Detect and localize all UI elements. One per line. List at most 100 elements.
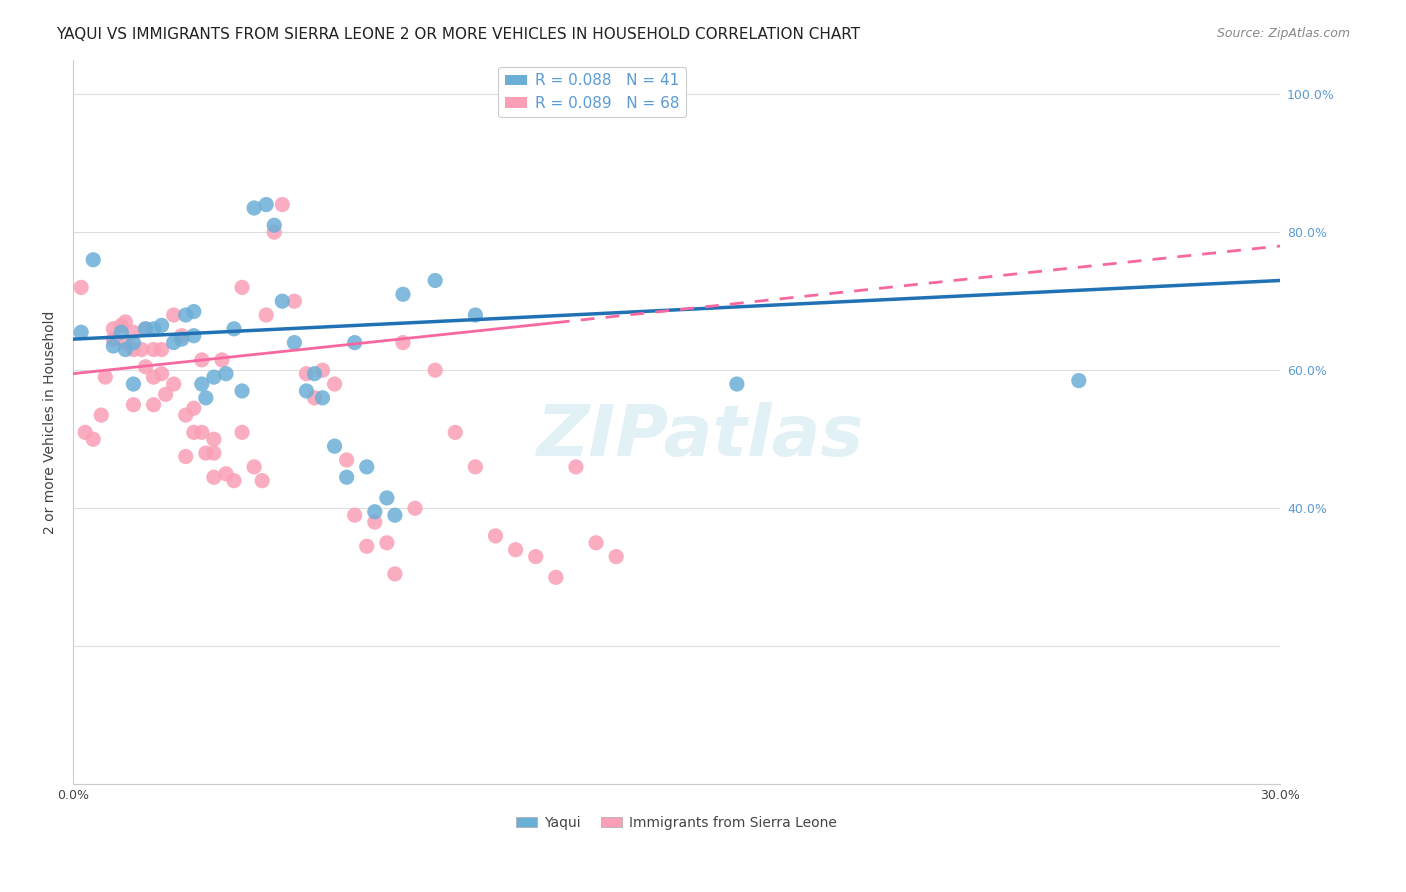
Point: [110, 318, 132, 333]
Point: [103, 339, 125, 353]
Point: [174, 408, 197, 422]
Point: [304, 367, 326, 381]
Point: [605, 549, 627, 564]
Point: [222, 474, 245, 488]
Point: [222, 322, 245, 336]
Point: [336, 453, 359, 467]
Point: [423, 363, 446, 377]
Point: [215, 367, 238, 381]
Point: [191, 352, 214, 367]
Point: [114, 315, 136, 329]
Point: [75, 425, 97, 440]
Point: [323, 439, 346, 453]
Point: [170, 328, 193, 343]
Point: [163, 377, 186, 392]
Point: [103, 332, 125, 346]
Point: [122, 335, 145, 350]
Point: [271, 294, 294, 309]
Point: [183, 401, 205, 416]
Point: [103, 322, 125, 336]
Point: [484, 529, 506, 543]
Point: [82, 252, 104, 267]
Point: [202, 470, 225, 484]
Point: [142, 322, 165, 336]
Point: [122, 398, 145, 412]
Point: [283, 294, 305, 309]
Point: [304, 391, 326, 405]
Point: [70, 325, 93, 339]
Point: [231, 280, 253, 294]
Point: [1067, 374, 1090, 388]
Point: [194, 391, 217, 405]
Text: Source: ZipAtlas.com: Source: ZipAtlas.com: [1216, 27, 1350, 40]
Point: [254, 197, 277, 211]
Point: [343, 335, 366, 350]
Point: [215, 467, 238, 481]
Point: [464, 459, 486, 474]
Point: [231, 425, 253, 440]
Point: [375, 536, 398, 550]
Point: [585, 536, 607, 550]
Point: [423, 273, 446, 287]
Point: [243, 459, 266, 474]
Point: [90, 408, 112, 422]
Point: [336, 470, 359, 484]
Point: [375, 491, 398, 505]
Point: [134, 322, 156, 336]
Text: YAQUI VS IMMIGRANTS FROM SIERRA LEONE 2 OR MORE VEHICLES IN HOUSEHOLD CORRELATIO: YAQUI VS IMMIGRANTS FROM SIERRA LEONE 2 …: [56, 27, 860, 42]
Point: [191, 377, 214, 392]
Point: [134, 322, 156, 336]
Point: [364, 515, 387, 529]
Point: [392, 335, 415, 350]
Point: [142, 398, 165, 412]
Point: [122, 343, 145, 357]
Text: ZIPatlas: ZIPatlas: [537, 402, 865, 471]
Point: [94, 370, 117, 384]
Point: [295, 384, 318, 398]
Point: [114, 335, 136, 350]
Point: [524, 549, 547, 564]
Point: [505, 542, 527, 557]
Point: [150, 343, 173, 357]
Point: [170, 332, 193, 346]
Point: [263, 225, 285, 239]
Point: [231, 384, 253, 398]
Point: [250, 474, 273, 488]
Point: [122, 325, 145, 339]
Point: [70, 280, 93, 294]
Point: [464, 308, 486, 322]
Point: [263, 219, 285, 233]
Point: [384, 566, 406, 581]
Point: [211, 352, 233, 367]
Point: [142, 343, 165, 357]
Point: [565, 459, 588, 474]
Point: [122, 377, 145, 392]
Point: [202, 432, 225, 446]
Point: [142, 370, 165, 384]
Y-axis label: 2 or more Vehicles in Household: 2 or more Vehicles in Household: [44, 310, 58, 533]
Point: [364, 505, 387, 519]
Point: [254, 308, 277, 322]
Point: [271, 197, 294, 211]
Point: [243, 201, 266, 215]
Point: [323, 377, 346, 392]
Point: [295, 367, 318, 381]
Point: [392, 287, 415, 301]
Point: [114, 343, 136, 357]
Point: [183, 425, 205, 440]
Point: [174, 450, 197, 464]
Point: [283, 335, 305, 350]
Point: [194, 446, 217, 460]
Point: [174, 308, 197, 322]
Point: [544, 570, 567, 584]
Point: [155, 387, 177, 401]
Point: [202, 446, 225, 460]
Point: [311, 363, 333, 377]
Point: [311, 391, 333, 405]
Point: [134, 359, 156, 374]
Point: [82, 432, 104, 446]
Point: [150, 367, 173, 381]
Point: [202, 370, 225, 384]
Point: [444, 425, 467, 440]
Point: [404, 501, 426, 516]
